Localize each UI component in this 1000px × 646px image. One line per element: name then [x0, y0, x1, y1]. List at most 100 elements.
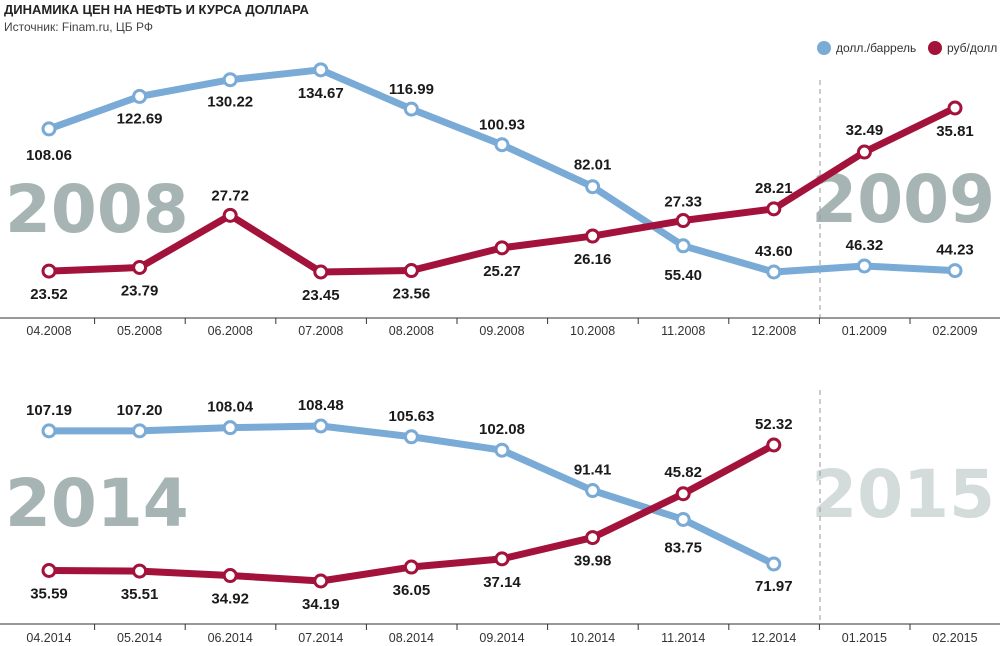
data-point-oil	[222, 420, 238, 436]
data-point-usd	[132, 563, 148, 579]
data-point-oil	[856, 258, 872, 274]
x-tick-label: 06.2008	[208, 324, 253, 338]
data-label-usd: 28.21	[755, 180, 793, 197]
data-label-usd: 34.92	[211, 591, 249, 608]
legend-label-usd: руб/долл	[947, 41, 997, 55]
data-point-usd	[494, 551, 510, 567]
data-label-usd: 36.05	[393, 582, 431, 599]
chart-source: Источник: Finam.ru, ЦБ РФ	[4, 20, 153, 34]
data-label-oil: 55.40	[664, 267, 702, 284]
chart-2014-2015: 2014 2015 04.2014 05.2014 06.2014 07.2014 08.2…	[0, 390, 1000, 645]
data-label-usd: 35.81	[936, 123, 974, 140]
data-label-usd: 39.98	[574, 553, 612, 570]
chart-title: ДИНАМИКА ЦЕН НА НЕФТЬ И КУРСА ДОЛЛАРА	[4, 2, 310, 17]
x-tick-label: 07.2014	[298, 631, 343, 645]
data-label-usd: 23.52	[30, 286, 68, 303]
year-label-2008: 2008	[5, 171, 189, 248]
x-tick-label: 04.2014	[26, 631, 71, 645]
data-label-oil: 46.32	[846, 237, 884, 254]
x-tick-label: 12.2014	[751, 631, 796, 645]
data-label-usd: 23.45	[302, 287, 340, 304]
data-label-oil: 105.63	[388, 408, 434, 425]
data-label-oil: 116.99	[389, 81, 434, 98]
x-tick-label: 08.2008	[389, 324, 434, 338]
data-point-oil	[494, 137, 510, 153]
legend-swatch-oil	[817, 41, 831, 55]
data-point-usd	[856, 144, 872, 160]
data-point-oil	[41, 423, 57, 439]
data-point-usd	[313, 573, 329, 589]
data-label-oil: 108.06	[26, 147, 72, 164]
data-point-oil	[403, 429, 419, 445]
data-point-oil	[132, 423, 148, 439]
data-point-usd	[403, 559, 419, 575]
data-label-oil: 83.75	[664, 539, 702, 556]
data-point-oil	[585, 179, 601, 195]
data-label-oil: 82.01	[574, 157, 612, 174]
data-point-usd	[675, 213, 691, 229]
x-tick-label: 05.2014	[117, 631, 162, 645]
x-tick-label: 07.2008	[298, 324, 343, 338]
data-label-usd: 23.79	[121, 282, 159, 299]
data-point-oil	[675, 511, 691, 527]
data-point-oil	[675, 238, 691, 254]
x-tick-label: 05.2008	[117, 324, 162, 338]
data-point-oil	[585, 483, 601, 499]
data-label-usd: 35.59	[30, 585, 68, 602]
data-point-usd	[766, 437, 782, 453]
data-point-usd	[766, 201, 782, 217]
data-label-usd: 45.82	[664, 464, 702, 481]
data-label-oil: 44.23	[936, 242, 974, 259]
x-tick-label: 10.2014	[570, 631, 615, 645]
data-label-oil: 43.60	[755, 243, 793, 260]
data-point-oil	[132, 88, 148, 104]
data-label-oil: 102.08	[479, 421, 525, 438]
data-label-usd: 27.33	[664, 194, 702, 211]
data-label-oil: 91.41	[574, 462, 612, 479]
year-label-2009: 2009	[811, 161, 995, 238]
year-label-2014: 2014	[5, 465, 189, 542]
x-tick-label: 02.2009	[932, 324, 977, 338]
x-tick-label: 09.2008	[479, 324, 524, 338]
x-tick-label: 11.2008	[661, 324, 705, 338]
data-point-usd	[132, 259, 148, 275]
data-label-usd: 35.51	[121, 586, 159, 603]
data-point-oil	[41, 121, 57, 137]
data-point-usd	[222, 568, 238, 584]
data-point-oil	[313, 418, 329, 434]
data-label-oil: 130.22	[207, 94, 253, 111]
data-label-usd: 32.49	[846, 122, 884, 139]
year-label-2015: 2015	[811, 456, 995, 533]
data-point-oil	[222, 72, 238, 88]
data-label-usd: 34.19	[302, 596, 340, 613]
data-label-usd: 23.56	[393, 286, 431, 303]
data-point-usd	[947, 100, 963, 116]
data-label-oil: 108.04	[207, 399, 254, 416]
x-tick-label: 01.2015	[842, 631, 887, 645]
data-label-usd: 25.27	[483, 263, 521, 280]
x-tick-label: 06.2014	[208, 631, 253, 645]
data-label-usd: 26.16	[574, 251, 612, 268]
data-point-oil	[947, 263, 963, 279]
data-label-usd: 37.14	[483, 574, 521, 591]
data-point-usd	[403, 263, 419, 279]
legend-label-oil: долл./баррель	[836, 41, 916, 55]
x-tick-label: 08.2014	[389, 631, 434, 645]
data-point-usd	[313, 264, 329, 280]
chart-2008-2009: 2008 2009 04.2008 05.2008 06.2008 07.2008 08.2…	[0, 62, 1000, 338]
x-tick-label: 09.2014	[479, 631, 524, 645]
legend: долл./баррель руб/долл	[817, 41, 997, 55]
data-label-oil: 122.69	[117, 110, 163, 127]
x-tick-label: 02.2015	[932, 631, 977, 645]
data-point-usd	[585, 530, 601, 546]
data-point-usd	[675, 486, 691, 502]
data-point-oil	[313, 62, 329, 78]
data-point-usd	[222, 207, 238, 223]
data-label-oil: 108.48	[298, 397, 344, 414]
data-label-usd: 27.72	[211, 187, 249, 204]
x-tick-label: 12.2008	[751, 324, 796, 338]
data-label-oil: 100.93	[479, 117, 525, 134]
x-tick-label: 04.2008	[26, 324, 71, 338]
x-tick-label: 01.2009	[842, 324, 887, 338]
